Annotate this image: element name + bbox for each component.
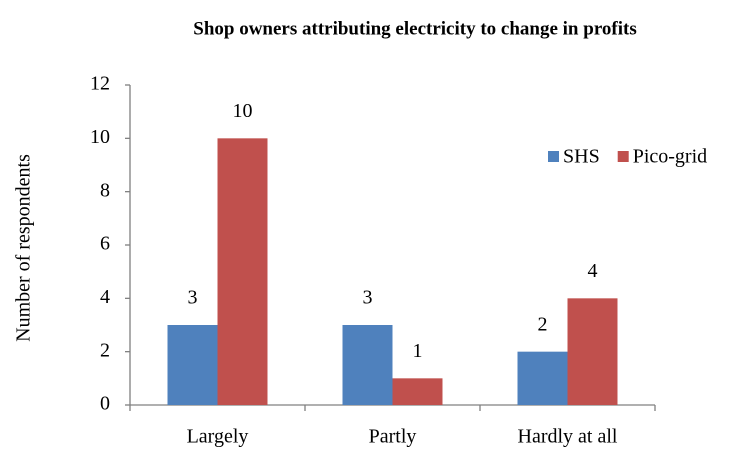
bar xyxy=(517,351,568,405)
data-label: 1 xyxy=(413,340,423,362)
y-tick-label: 4 xyxy=(100,286,110,308)
y-tick-label: 2 xyxy=(100,339,110,361)
legend-swatch xyxy=(617,151,629,162)
y-tick-label: 12 xyxy=(90,73,110,95)
data-label: 2 xyxy=(538,313,548,335)
x-tick-label: Hardly at all xyxy=(518,426,618,448)
legend-label: SHS xyxy=(563,146,600,168)
legend-swatch xyxy=(548,151,559,162)
y-tick-label: 0 xyxy=(100,393,110,415)
legend-label: Pico-grid xyxy=(633,146,707,168)
x-tick-label: Partly xyxy=(369,426,417,448)
bar xyxy=(567,298,618,405)
bar xyxy=(342,325,393,405)
data-label: 3 xyxy=(188,287,198,309)
x-tick-label: Largely xyxy=(187,426,249,448)
chart-title: Shop owners attributing electricity to c… xyxy=(193,18,637,39)
bar xyxy=(167,325,218,405)
y-axis-label: Number of respondents xyxy=(13,154,35,342)
y-tick-label: 8 xyxy=(100,179,110,201)
data-label: 3 xyxy=(363,287,373,309)
data-label: 10 xyxy=(233,100,253,122)
data-label: 4 xyxy=(588,260,598,282)
bar xyxy=(217,138,268,406)
bar xyxy=(392,378,443,405)
y-tick-label: 6 xyxy=(100,233,110,255)
y-tick-label: 10 xyxy=(90,126,110,148)
